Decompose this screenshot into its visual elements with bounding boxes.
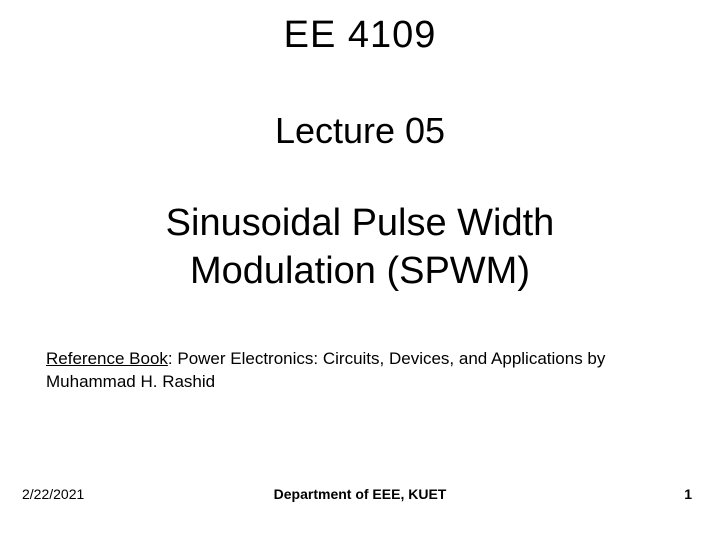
lecture-number: Lecture 05	[0, 110, 720, 152]
footer-department: Department of EEE, KUET	[274, 486, 447, 502]
footer: 2/22/2021 Department of EEE, KUET 1	[0, 486, 720, 506]
footer-page-number: 1	[684, 486, 692, 502]
course-code: EE 4109	[0, 14, 720, 57]
reference-text: Reference Book: Power Electronics: Circu…	[46, 348, 674, 394]
topic-line-1: Sinusoidal Pulse Width	[166, 202, 555, 244]
footer-date: 2/22/2021	[22, 486, 84, 502]
reference-label: Reference Book	[46, 349, 168, 368]
topic-title: Sinusoidal Pulse Width Modulation (SPWM)	[0, 200, 720, 295]
topic-line-2: Modulation (SPWM)	[190, 250, 530, 292]
